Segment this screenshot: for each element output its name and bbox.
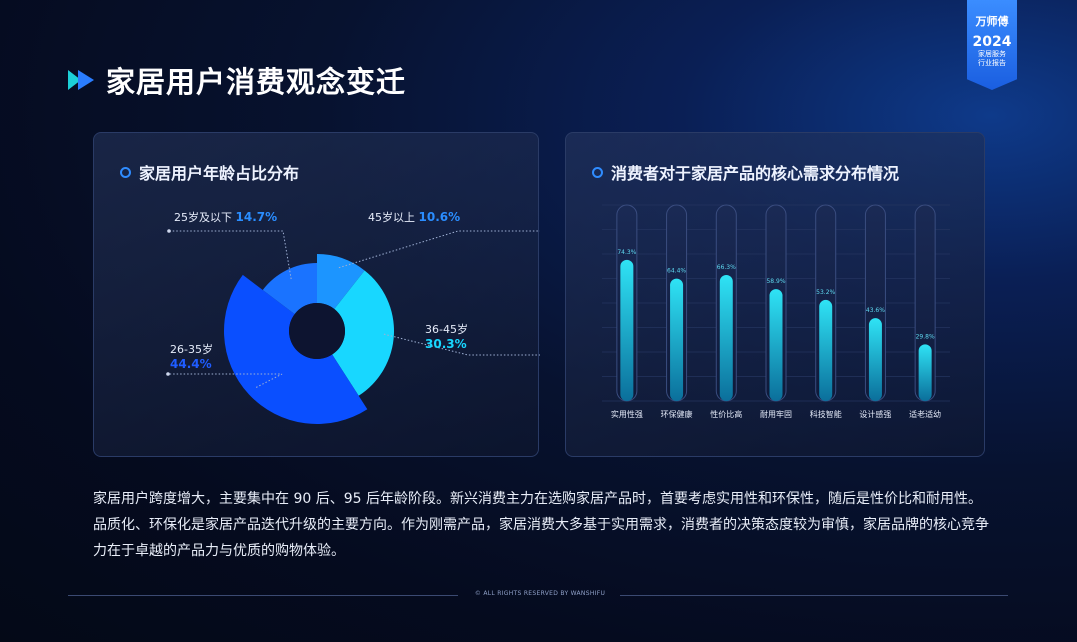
leader-dot: [167, 229, 171, 233]
donut-value-label: 30.3%: [425, 337, 467, 351]
donut-slice: [332, 270, 395, 396]
bar-category-label: 适老适幼: [909, 409, 941, 419]
needs-card-title-text: 消费者对于家居产品的核心需求分布情况: [611, 164, 900, 183]
bar: [868, 318, 882, 401]
page-title: 家居用户消费观念变迁: [106, 65, 407, 99]
donut-leader-line: [338, 230, 540, 269]
donut-leader-line: [169, 230, 292, 280]
bar-category-label: 性价比高: [710, 409, 742, 419]
donut-slice: [317, 254, 365, 309]
bar: [670, 278, 684, 401]
double-arrow-icon: [68, 70, 94, 90]
donut-category-label: 25岁及以下 14.7%: [174, 210, 277, 224]
bar-value-label: 29.8%: [916, 333, 935, 340]
donut-category-label: 26-35岁: [170, 342, 213, 356]
donut-hole: [289, 303, 345, 359]
donut-category-label: 36-45岁: [425, 322, 468, 336]
badge-line1: 家居服务: [978, 50, 1006, 58]
footer-copyright: © ALL RIGHTS RESERVED BY WANSHIFU: [474, 590, 606, 597]
age-card-title: 家居用户年龄占比分布: [120, 160, 299, 184]
bar-value-label: 64.4%: [667, 268, 686, 275]
donut-value-label: 14.7%: [236, 210, 278, 224]
donut-category-label: 45岁以上 10.6%: [368, 210, 460, 224]
bar: [918, 344, 932, 401]
summary-text: 家居用户跨度增大，主要集中在 90 后、95 后年龄阶段。新兴消费主力在选购家居…: [93, 491, 989, 559]
bar: [769, 289, 783, 401]
bar-category-label: 科技智能: [810, 409, 842, 419]
needs-bar-chart: 74.3% 实用性强 64.4% 环保健康 66.3% 性价比高 58.9% 耐用牢固 53.2…: [602, 204, 950, 419]
bar-category-label: 实用性强: [611, 409, 643, 419]
needs-distribution-card: 消费者对于家居产品的核心需求分布情况 74.3% 实用性强 64.4% 环保健康 66.…: [565, 132, 985, 457]
bar-value-label: 43.6%: [866, 307, 885, 314]
needs-card-title: 消费者对于家居产品的核心需求分布情况: [592, 160, 899, 184]
age-card-title-text: 家居用户年龄占比分布: [139, 164, 300, 183]
bar: [719, 275, 733, 401]
donut-value-label: 10.6%: [419, 210, 461, 224]
report-badge: 万师傅 2024 家居服务 行业报告: [967, 0, 1017, 90]
badge-brand: 万师傅: [975, 15, 1009, 28]
bar-value-label: 66.3%: [717, 264, 736, 271]
bar-category-label: 设计感强: [859, 409, 891, 419]
footer-divider-left: [68, 595, 458, 596]
ring-bullet-icon: [120, 166, 131, 178]
footer-divider-right: [620, 595, 1008, 596]
age-distribution-card: 家居用户年龄占比分布 45岁以上 10.6% 36-45岁 30.3% 26-35岁 4…: [93, 132, 540, 457]
bar-category-label: 环保健康: [661, 409, 693, 419]
bar-category-label: 耐用牢固: [760, 409, 792, 419]
badge-line2: 行业报告: [978, 59, 1006, 67]
bar-value-label: 53.2%: [816, 289, 835, 296]
donut-slice: [223, 274, 368, 425]
bar: [620, 259, 634, 401]
donut-slice: [262, 263, 317, 315]
page-header: 家居用户消费观念变迁: [68, 60, 406, 100]
bar-value-label: 74.3%: [617, 249, 636, 256]
donut-leader-line: [168, 373, 283, 388]
leader-dot: [166, 372, 170, 376]
bar: [819, 299, 833, 401]
donut-leader-line: [383, 333, 540, 356]
badge-year: 2024: [972, 34, 1012, 50]
bar-value-label: 58.9%: [766, 278, 785, 285]
ring-bullet-icon: [592, 166, 603, 178]
donut-value-label: 44.4%: [170, 357, 212, 371]
